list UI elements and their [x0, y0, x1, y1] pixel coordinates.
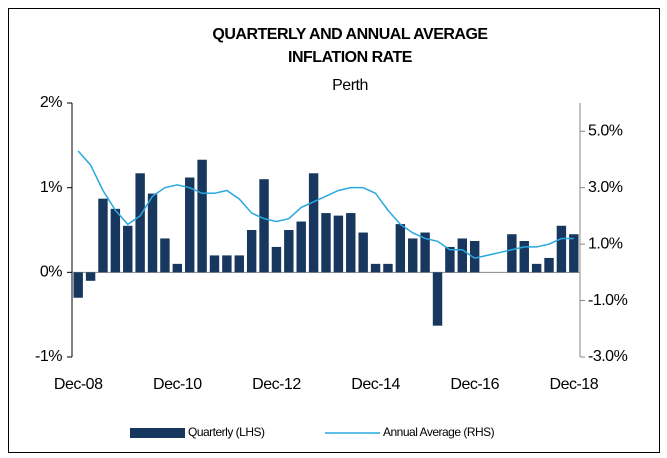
chart-title: INFLATION RATE: [288, 49, 413, 66]
bar: [333, 215, 344, 273]
bar: [184, 177, 195, 273]
bar: [73, 272, 83, 298]
y-tick-label: 0%: [40, 264, 62, 281]
bar: [172, 263, 183, 273]
y-tick-label: 2%: [40, 94, 62, 111]
y2-tick-label: -3.0%: [588, 348, 628, 365]
bar: [234, 255, 244, 273]
bar: [308, 173, 319, 273]
bar: [358, 232, 368, 273]
legend-swatch: [130, 428, 185, 438]
bar: [110, 208, 121, 273]
bar: [147, 193, 158, 273]
y2-tick-label: 3.0%: [588, 179, 623, 196]
bar: [556, 225, 567, 273]
bar: [531, 263, 542, 273]
bar: [395, 224, 406, 273]
legend-label: Quarterly (LHS): [188, 425, 265, 439]
bar: [246, 230, 257, 273]
bar: [123, 225, 133, 273]
x-tick-label: Dec-10: [153, 376, 202, 393]
y-tick-label: -1%: [35, 348, 62, 365]
bar: [383, 263, 393, 273]
bar: [519, 241, 529, 273]
bar: [98, 198, 108, 273]
bar: [420, 232, 430, 273]
chart-subtitle: Perth: [332, 77, 368, 94]
bar: [432, 272, 443, 326]
x-tick-label: Dec-14: [351, 376, 400, 393]
x-tick-label: Dec-08: [54, 376, 103, 393]
bar: [321, 213, 331, 273]
bar: [457, 238, 468, 273]
bar: [544, 257, 554, 273]
bar: [569, 234, 579, 273]
y2-tick-label: 5.0%: [588, 122, 623, 139]
x-tick-label: Dec-18: [550, 376, 599, 393]
x-tick-label: Dec-12: [252, 376, 301, 393]
bar: [135, 173, 145, 273]
bar: [209, 255, 220, 273]
bar: [507, 234, 517, 273]
line: [77, 150, 574, 260]
chart-title: QUARTERLY AND ANNUAL AVERAGE: [212, 26, 488, 43]
bar: [445, 246, 455, 273]
bar: [160, 238, 170, 273]
bar: [259, 179, 269, 273]
bar: [469, 241, 480, 273]
x-tick-label: Dec-16: [450, 376, 499, 393]
y-tick-label: 1%: [40, 179, 62, 196]
bar: [85, 272, 96, 281]
legend-label: Annual Average (RHS): [383, 425, 495, 439]
y2-tick-label: 1.0%: [588, 235, 623, 252]
bar: [284, 230, 294, 273]
y2-tick-label: -1.0%: [588, 292, 628, 309]
bar: [197, 159, 207, 273]
bar: [346, 213, 356, 273]
bar: [222, 255, 232, 273]
bar: [271, 246, 282, 273]
bar: [296, 221, 306, 273]
bar: [408, 238, 418, 273]
bar: [370, 263, 381, 273]
